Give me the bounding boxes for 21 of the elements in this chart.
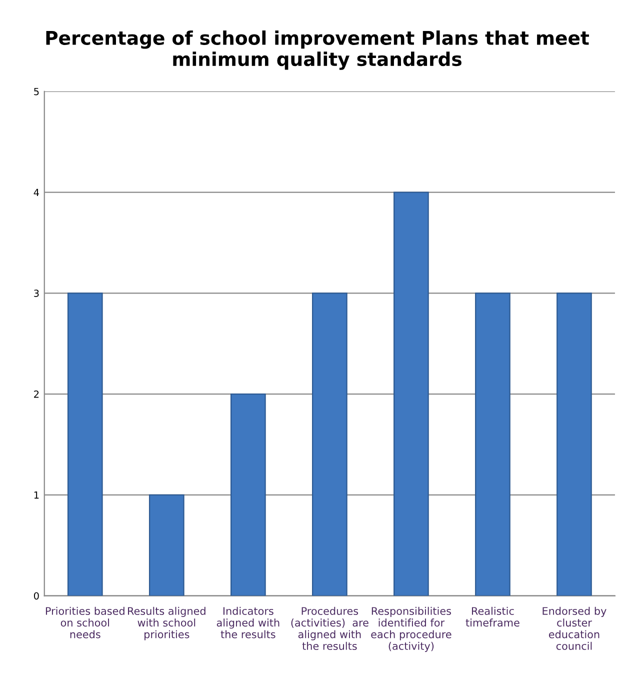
y-tick-label: 1 [34,491,39,499]
y-tick-label: 2 [34,390,39,398]
x-tick-label: Realistic timeframe [466,606,520,627]
bar [312,292,348,596]
bar [230,393,266,596]
x-tick-label: Indicators aligned with the results [216,606,280,638]
x-tick-label: Priorities based on school needs [46,606,124,638]
x-tick-label: Procedures (activities) are aligned with the results [291,606,368,650]
x-tick-label: Results aligned with school priorities [128,606,206,640]
bar [67,292,103,596]
bar [394,192,429,596]
x-tick-label: Endorsed by cluster education council [542,606,606,650]
bar [475,292,510,596]
bar [556,292,592,596]
bar [148,494,184,596]
y-tick-label: 4 [34,188,39,196]
x-tick-label: Responsibilities identified for each procedure (activity) [371,606,452,652]
y-tick-label: 5 [34,88,39,96]
y-tick-label: 3 [34,290,39,297]
chart-title: Percentage of school improvement Plans that meet minimum quality standards [46,30,590,70]
y-tick-label: 0 [34,592,39,600]
